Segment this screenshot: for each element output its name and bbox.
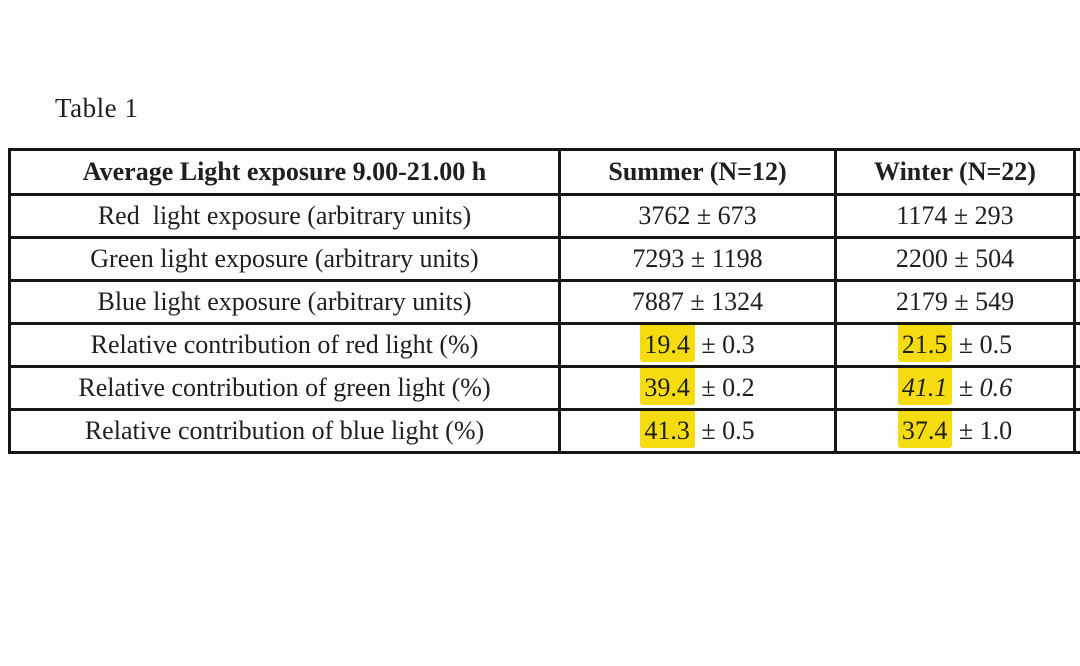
winter-value: 1174 [896,201,948,230]
summer-uncertainty: ± 673 [696,201,757,230]
summer-value-cell: 19.4 ± 0.3 [558,322,837,368]
summer-value-cell: 41.3 ± 0.5 [558,408,837,454]
table-row: Relative contribution of green light (%)… [8,365,1080,411]
summer-uncertainty: ± 0.3 [701,330,755,359]
winter-uncertainty: ± 0.5 [958,330,1013,359]
light-exposure-table: Average Light exposure 9.00-21.00 h Summ… [8,148,1080,454]
winter-value-highlighted-italic: 41.1 [897,369,953,405]
winter-value-cell: 37.4 ± 1.0 [834,408,1076,454]
summer-value: 7887 [631,287,684,316]
winter-value: 2200 [895,244,948,273]
table-row: Relative contribution of red light (%) 1… [8,322,1080,368]
table-row: Blue light exposure (arbitrary units) 78… [8,279,1080,325]
winter-value-cell: 1174 ± 293 [834,193,1076,239]
row-label: Green light exposure (arbitrary units) [8,236,561,282]
summer-value: 7293 [632,244,685,273]
winter-value-cell: 41.1 ± 0.6 [834,365,1076,411]
winter-value-cell: 21.5 ± 0.5 [834,322,1076,368]
table-row: Red light exposure (arbitrary units) 376… [8,193,1080,239]
summer-value-cell: 7887 ± 1324 [558,279,837,325]
cutoff-column-cell [1073,322,1080,368]
table-header-row: Average Light exposure 9.00-21.00 h Summ… [8,148,1080,196]
summer-value-cell: 3762 ± 673 [558,193,837,239]
summer-value: 3762 [638,201,691,230]
winter-uncertainty: ± 504 [954,244,1015,273]
summer-uncertainty: ± 1198 [690,244,763,273]
winter-value-cell: 2200 ± 504 [834,236,1076,282]
row-label: Relative contribution of blue light (%) [8,408,561,454]
summer-value-highlighted: 41.3 [640,412,695,448]
winter-uncertainty: ± 549 [954,287,1015,316]
header-summer: Summer (N=12) [558,148,837,196]
row-label: Red light exposure (arbitrary units) [8,193,561,239]
cutoff-column-cell [1073,408,1080,454]
cutoff-column-cell [1073,193,1080,239]
winter-uncertainty: ± 1.0 [958,416,1013,445]
summer-value-cell: 7293 ± 1198 [558,236,837,282]
row-label: Blue light exposure (arbitrary units) [8,279,561,325]
table-row: Relative contribution of blue light (%) … [8,408,1080,454]
winter-value-highlighted: 37.4 [897,412,953,448]
table-caption: Table 1 [55,93,139,123]
winter-value: 2179 [895,287,948,316]
table-row: Green light exposure (arbitrary units) 7… [8,236,1080,282]
cutoff-column-cell [1073,236,1080,282]
summer-value-highlighted: 19.4 [640,326,695,362]
header-cutoff-column [1073,148,1080,196]
cutoff-column-cell [1073,279,1080,325]
winter-uncertainty: ± 0.6 [958,373,1013,402]
winter-value-highlighted: 21.5 [897,326,953,362]
winter-value-cell: 2179 ± 549 [834,279,1076,325]
summer-value-cell: 39.4 ± 0.2 [558,365,837,411]
header-metric: Average Light exposure 9.00-21.00 h [8,148,561,196]
row-label: Relative contribution of red light (%) [8,322,561,368]
summer-uncertainty: ± 1324 [690,287,764,316]
summer-uncertainty: ± 0.5 [701,416,755,445]
winter-uncertainty: ± 293 [953,201,1014,230]
summer-uncertainty: ± 0.2 [701,373,755,402]
summer-value-highlighted: 39.4 [640,369,695,405]
cutoff-column-cell [1073,365,1080,411]
header-winter: Winter (N=22) [834,148,1076,196]
row-label: Relative contribution of green light (%) [8,365,561,411]
